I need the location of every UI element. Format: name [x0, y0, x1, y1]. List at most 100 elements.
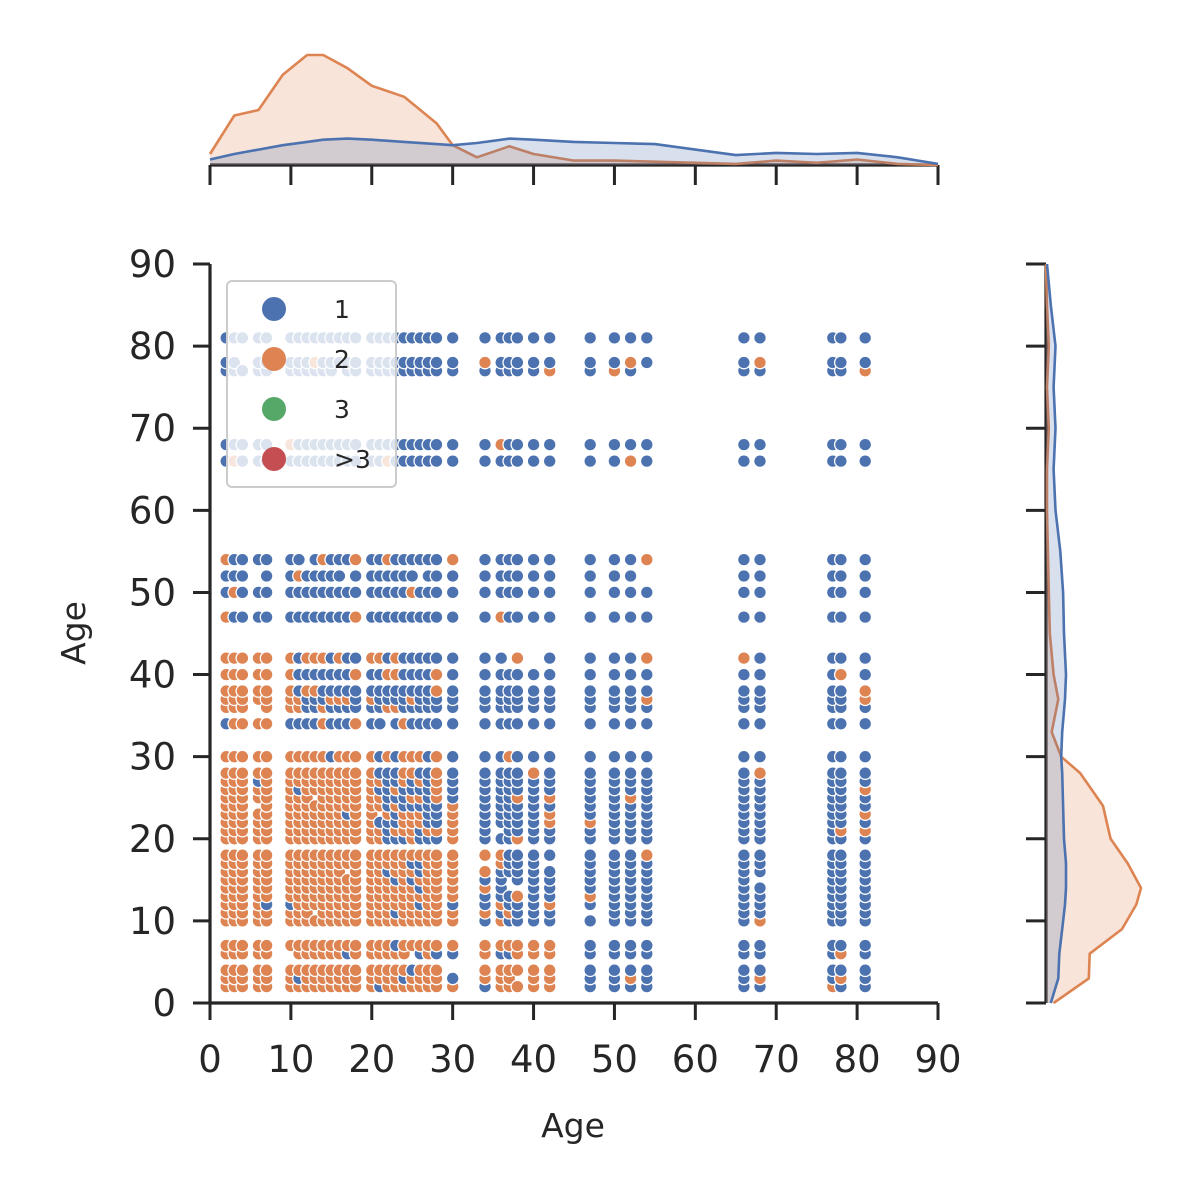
data-point	[478, 749, 492, 764]
data-point	[526, 552, 541, 567]
data-point	[753, 355, 767, 370]
data-point	[494, 651, 509, 666]
x-tick-label: 80	[834, 1038, 881, 1081]
data-point	[478, 355, 492, 370]
data-point	[445, 766, 460, 781]
kde-area-1	[1046, 264, 1066, 1003]
data-point	[833, 552, 848, 567]
data-point	[639, 749, 654, 764]
data-point	[542, 667, 557, 682]
data-point	[445, 330, 460, 345]
data-point	[736, 963, 751, 978]
y-tick-label: 50	[129, 571, 176, 614]
data-point	[526, 766, 541, 781]
data-point	[607, 766, 622, 781]
data-point	[235, 667, 250, 682]
data-point	[607, 355, 622, 370]
data-point	[607, 610, 622, 625]
data-point	[639, 355, 654, 370]
data-point	[736, 716, 751, 731]
data-point	[445, 938, 460, 953]
data-point	[510, 749, 525, 764]
data-point	[583, 913, 598, 928]
top-marginal	[208, 53, 940, 185]
data-point	[623, 684, 638, 698]
data-point	[348, 716, 363, 731]
data-point	[510, 437, 525, 452]
data-point	[833, 585, 848, 600]
data-point	[348, 963, 363, 978]
data-point	[736, 569, 751, 583]
data-point	[736, 667, 751, 682]
data-point	[858, 766, 873, 781]
data-point	[259, 848, 274, 863]
data-point	[445, 716, 460, 731]
data-point	[858, 963, 873, 978]
data-point	[753, 766, 767, 781]
data-point	[542, 716, 557, 731]
kde-area-1	[210, 138, 938, 165]
data-point	[510, 552, 525, 567]
data-point	[639, 610, 654, 625]
data-point	[510, 766, 525, 781]
data-point	[639, 963, 654, 978]
data-point	[639, 585, 654, 600]
data-point	[429, 437, 444, 452]
data-point	[583, 848, 598, 863]
data-point	[858, 330, 873, 345]
data-point	[736, 766, 751, 781]
data-point	[429, 716, 444, 731]
data-point	[833, 610, 848, 625]
data-point	[607, 437, 622, 452]
data-point	[429, 330, 444, 345]
data-point	[542, 651, 557, 666]
data-point	[542, 848, 557, 863]
data-point	[542, 437, 557, 452]
data-point	[235, 610, 250, 625]
data-point	[348, 749, 363, 764]
data-point	[833, 355, 848, 370]
data-point	[348, 938, 363, 953]
data-point	[348, 848, 363, 863]
data-point	[259, 749, 274, 764]
data-point	[833, 749, 848, 764]
data-point	[526, 437, 541, 452]
data-point	[429, 454, 444, 469]
data-point	[510, 610, 525, 625]
legend-box	[226, 280, 397, 488]
data-point	[858, 848, 873, 863]
data-point	[736, 437, 751, 452]
data-point	[639, 716, 654, 731]
data-point	[736, 610, 751, 625]
data-point	[833, 667, 848, 682]
data-point	[429, 355, 444, 370]
data-point	[259, 938, 274, 953]
data-point	[429, 610, 444, 625]
data-point	[607, 716, 622, 731]
data-point	[510, 651, 525, 666]
data-point	[639, 848, 654, 863]
data-point	[833, 437, 848, 452]
data-point	[607, 585, 622, 600]
data-point	[445, 355, 460, 370]
data-point	[623, 610, 638, 625]
data-point	[833, 330, 848, 345]
data-point	[429, 585, 444, 600]
data-point	[259, 766, 274, 781]
data-point	[235, 766, 250, 781]
data-point	[235, 716, 250, 731]
data-point	[583, 454, 598, 469]
data-point	[858, 355, 873, 370]
data-point	[607, 454, 622, 469]
data-point	[510, 355, 525, 370]
data-point	[542, 766, 557, 781]
data-point	[445, 749, 460, 764]
data-point	[623, 437, 638, 452]
data-point	[583, 355, 598, 370]
data-point	[753, 667, 767, 682]
y-tick-label: 40	[129, 654, 176, 697]
data-point	[478, 938, 492, 953]
data-point	[235, 938, 250, 953]
data-point	[858, 569, 873, 583]
